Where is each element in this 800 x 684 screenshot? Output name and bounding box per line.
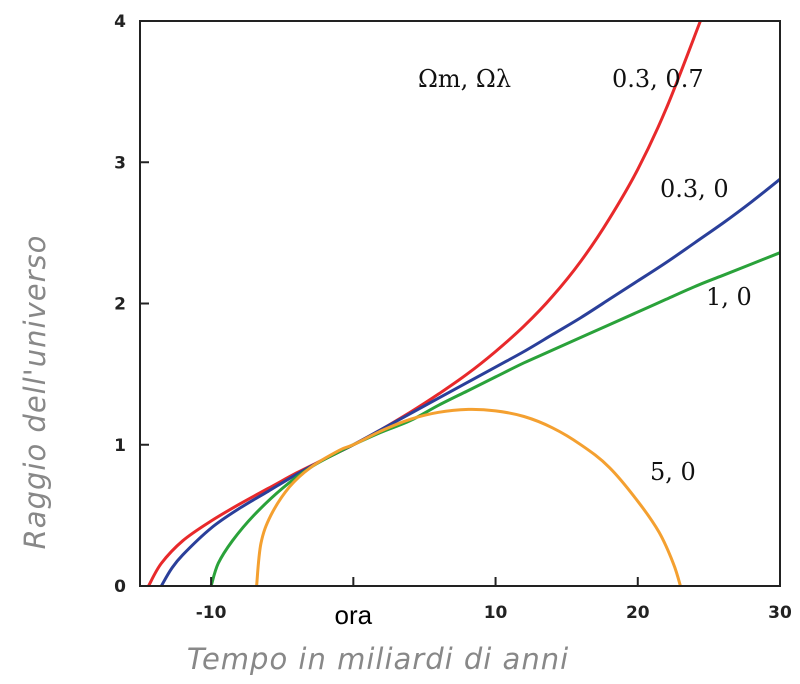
series-line-0-3-0 <box>160 178 780 586</box>
x-tick-label: 30 <box>768 603 792 623</box>
series-labels-group: 0.3, 0.7 0.3, 0 1, 0 5, 0 <box>612 65 752 486</box>
x-tick-label: -10 <box>196 603 227 623</box>
ticks-group: -10 ora 10 20 30 0 1 2 3 4 <box>114 12 792 630</box>
x-tick-label: 10 <box>484 603 508 623</box>
series-line-5-0 <box>255 407 682 586</box>
y-tick-label: 3 <box>114 153 126 173</box>
y-tick-label: 4 <box>114 12 126 32</box>
y-tick-label: 0 <box>114 577 126 597</box>
plot-frame <box>139 20 781 587</box>
series-label: 0.3, 0.7 <box>612 65 704 93</box>
series-group <box>147 21 780 586</box>
series-line-0-3-0-7 <box>147 21 702 586</box>
series-label: 1, 0 <box>706 283 752 311</box>
x-tick-label: 20 <box>626 603 650 623</box>
y-axis-title: Raggio dell'universo <box>18 235 52 550</box>
series-label: 0.3, 0 <box>660 175 729 203</box>
x-axis-title: Tempo in miliardi di anni <box>187 642 569 676</box>
y-tick-label: 2 <box>114 295 126 315</box>
y-tick-label: 1 <box>114 436 126 456</box>
series-label: 5, 0 <box>650 458 696 486</box>
x-tick-label: ora <box>335 600 373 630</box>
legend-title: Ωm, Ωλ <box>418 65 511 93</box>
series-line-1-0 <box>209 251 780 586</box>
